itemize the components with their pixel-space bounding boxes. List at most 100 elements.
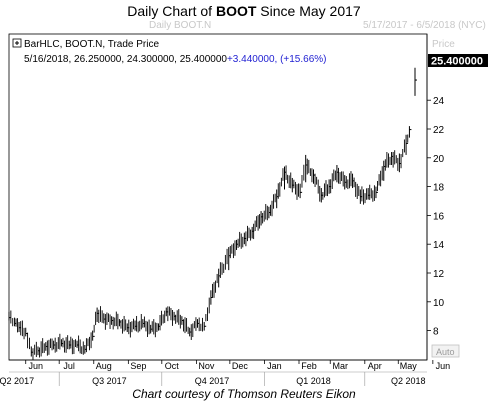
price-bar <box>25 327 30 350</box>
price-bar <box>228 240 236 271</box>
legend-series-label: BarHLC, BOOT.N, Trade Price <box>24 39 159 50</box>
price-tick-label: 18 <box>433 183 445 194</box>
hlc-bars <box>8 67 417 360</box>
price-bar <box>251 214 261 240</box>
last-value-box <box>428 54 488 67</box>
month-label: Sep <box>130 361 146 371</box>
price-tick-label: 12 <box>433 269 445 280</box>
price-bar <box>291 177 300 200</box>
quarter-label: Q2 2018 <box>391 376 426 386</box>
price-bar <box>218 248 228 288</box>
price-bar <box>30 341 37 360</box>
price-bar <box>313 169 321 202</box>
plot-frame <box>8 33 428 361</box>
price-bar <box>14 317 19 333</box>
month-label: Feb <box>301 361 317 371</box>
price-bar <box>157 310 166 331</box>
price-bar <box>8 310 14 327</box>
chart-caption: Chart courtesy of Thomson Reuters Eikon <box>132 387 356 401</box>
price-bar <box>236 231 244 250</box>
price-bar <box>276 168 284 209</box>
price-bar <box>320 180 329 203</box>
price-bar <box>359 186 368 205</box>
price-bar <box>150 319 158 338</box>
price-bar <box>299 164 305 199</box>
month-label: May <box>400 361 418 371</box>
price-bar <box>408 126 412 138</box>
price-bar <box>103 312 111 330</box>
price-bar <box>284 165 292 190</box>
chart-title: Daily Chart of BOOT Since May 2017 <box>0 3 488 19</box>
price-bar <box>305 154 313 183</box>
price-bar <box>96 306 103 324</box>
price-bar <box>197 317 203 332</box>
auto-scale-button[interactable]: Auto <box>431 344 460 358</box>
price-bar <box>60 335 69 353</box>
price-bar <box>383 152 391 181</box>
price-tick-label: 22 <box>433 125 445 136</box>
month-label: Jun <box>28 361 43 371</box>
quarter-label: Q4 2017 <box>195 376 230 386</box>
month-label: Jan <box>267 361 282 371</box>
legend-toggle-icon[interactable] <box>12 38 22 48</box>
price-bar <box>165 306 173 326</box>
month-label: Oct <box>165 361 180 371</box>
price-bar <box>118 315 127 334</box>
price-bar <box>336 165 344 187</box>
price-bar <box>328 169 336 194</box>
price-bar <box>398 139 405 173</box>
last-value-label: 25.400000 <box>431 56 483 68</box>
price-bar <box>260 204 268 226</box>
price-bar <box>53 333 61 353</box>
price-tick-label: 10 <box>433 298 445 309</box>
price-bar <box>203 297 210 331</box>
price-bar <box>352 173 360 199</box>
price-bar <box>142 316 150 338</box>
price-bar <box>243 225 252 247</box>
price-tick-label: 20 <box>433 154 445 165</box>
price-bar <box>76 335 84 355</box>
price-bar <box>344 171 352 190</box>
chart-date-range: 5/17/2017 - 6/5/2018 (NYC) <box>363 20 486 31</box>
price-bar <box>391 150 399 171</box>
month-label: Apr <box>368 361 382 371</box>
month-label: Jul <box>63 361 75 371</box>
title-prefix: Daily Chart of <box>127 3 216 19</box>
price-bar <box>111 311 119 330</box>
price-tick-label: 14 <box>433 240 445 251</box>
month-label: Mar <box>332 361 348 371</box>
price-bar <box>84 332 92 354</box>
title-suffix: Since May 2017 <box>256 3 361 19</box>
quarter-label: Q1 2018 <box>296 376 331 386</box>
price-bar <box>92 311 97 341</box>
month-label: Nov <box>198 361 215 371</box>
month-label: Jun <box>436 361 451 371</box>
legend-change-text: +3.440000, (+15.66%) <box>227 54 327 65</box>
price-bar <box>18 320 25 340</box>
price-bar <box>375 166 383 199</box>
price-bar <box>37 338 45 358</box>
price-tick-label: 16 <box>433 211 445 222</box>
price-bar <box>367 184 375 202</box>
auto-scale-label: Auto <box>436 347 455 357</box>
quarter-label: Q3 2017 <box>92 376 127 386</box>
price-bar <box>181 316 189 334</box>
price-bar <box>405 134 409 155</box>
price-bar <box>126 318 134 338</box>
price-tick-label: 24 <box>433 96 445 107</box>
price-tick-label: 8 <box>433 327 439 338</box>
price-bar <box>68 336 76 355</box>
month-label: Aug <box>96 361 112 371</box>
month-label: Dec <box>232 361 249 371</box>
title-ticker: BOOT <box>215 3 257 19</box>
quarter-label: Q2 2017 <box>0 376 34 386</box>
price-bar <box>134 313 142 333</box>
price-bar <box>210 273 218 305</box>
legend-ohlc-values: 5/16/2018, 26.250000, 24.300000, 25.4000… <box>24 54 327 65</box>
price-axis-header: Price <box>432 39 455 50</box>
price-bar <box>268 193 276 219</box>
price-bar <box>189 317 197 340</box>
price-bar <box>173 309 181 329</box>
price-bar <box>45 338 53 356</box>
